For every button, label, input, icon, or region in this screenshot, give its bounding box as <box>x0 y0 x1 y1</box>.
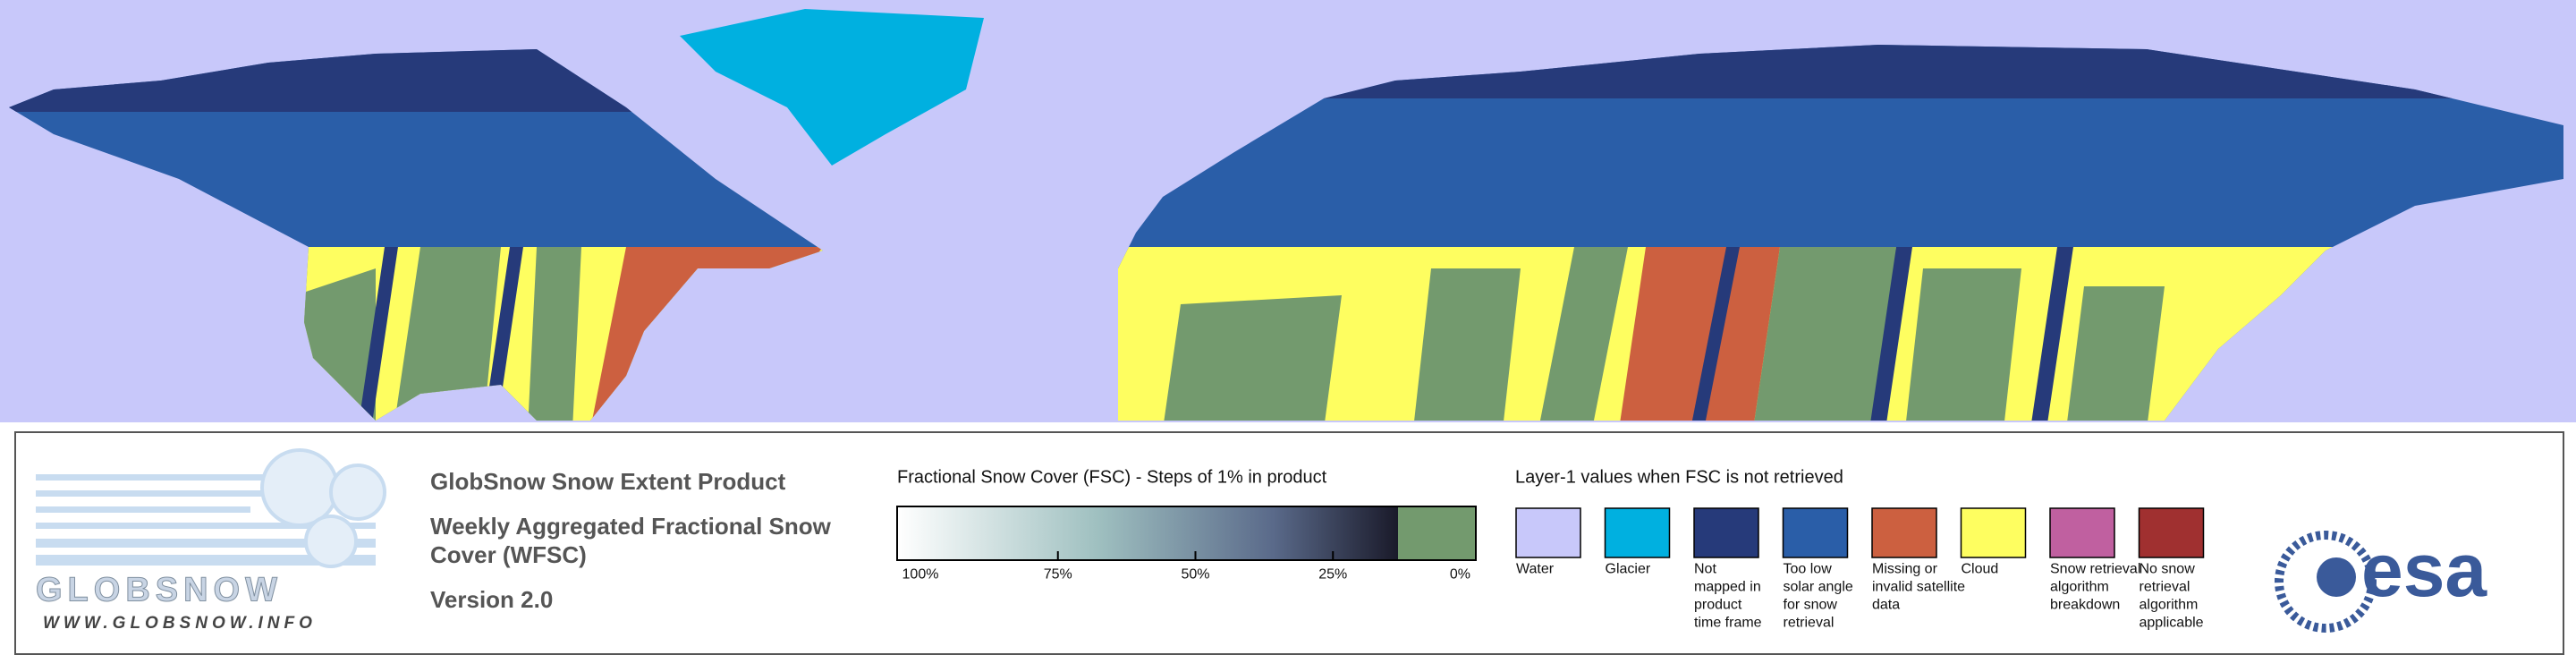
legend-label: product <box>1694 597 1742 612</box>
colorbar-label: 100% <box>902 566 939 582</box>
layer-legend-title: Layer-1 values when FSC is not retrieved <box>1515 468 1843 488</box>
legend-label: retrieval <box>2140 579 2190 594</box>
version: Version 2.0 <box>430 586 553 613</box>
legend-label: invalid satellite <box>1872 579 1965 594</box>
colorbar-label: 0% <box>1450 566 1470 582</box>
legend-label: data <box>1872 597 1900 612</box>
legend-swatch <box>1515 507 1581 558</box>
legend-label: Water <box>1516 561 1555 576</box>
colorbar-title: Fractional Snow Cover (FSC) - Steps of 1… <box>897 468 1327 488</box>
legend-label: for snow <box>1784 597 1838 612</box>
legend-swatch <box>1604 507 1671 558</box>
legend-label: Glacier <box>1606 561 1651 576</box>
legend-label: algorithm <box>2140 597 2199 612</box>
legend-label: time frame <box>1694 615 1762 630</box>
logo-url: WWW.GLOBSNOW.INFO <box>43 614 317 633</box>
colorbar-label: 50% <box>1181 566 1209 582</box>
logo-text: GLOBSNOW <box>36 571 283 608</box>
greenland <box>680 9 984 166</box>
colorbar-label: 75% <box>1044 566 1072 582</box>
product-title: GlobSnow Snow Extent Product <box>430 468 786 495</box>
legend-label: Too low <box>1784 561 1833 576</box>
esa-logo: esa <box>2275 528 2487 633</box>
colorbar-label: 25% <box>1318 566 1347 582</box>
legend-label: Cloud <box>1962 561 1999 576</box>
legend-swatch <box>1782 507 1849 558</box>
legend-label: solar angle <box>1784 579 1853 594</box>
legend-swatch <box>2138 507 2205 558</box>
legend-label: Not <box>1694 561 1716 576</box>
colorbar-frame <box>896 506 1477 561</box>
legend-swatch <box>1693 507 1759 558</box>
legend-label: Snow retrieval <box>2050 561 2140 576</box>
legend-label: algorithm <box>2050 579 2109 594</box>
product-subtitle: Cover (WFSC) <box>430 541 587 568</box>
legend-swatch <box>2049 507 2115 558</box>
globsnow-logo-graphic <box>36 448 386 568</box>
legend-label: mapped in <box>1694 579 1761 594</box>
colorbar-zero <box>1398 506 1476 560</box>
legend-swatch <box>1871 507 1937 558</box>
legend-label: applicable <box>2140 615 2204 630</box>
legend-label: Missing or <box>1872 561 1938 576</box>
legend-label: No snow <box>2140 561 2196 576</box>
product-subtitle: Weekly Aggregated Fractional Snow <box>430 513 832 540</box>
legend-swatch <box>1960 507 2027 558</box>
colorbar-gradient <box>897 506 1398 560</box>
legend-label: breakdown <box>2050 597 2120 612</box>
legend-label: retrieval <box>1784 615 1835 630</box>
esa-text: esa <box>2361 528 2487 612</box>
